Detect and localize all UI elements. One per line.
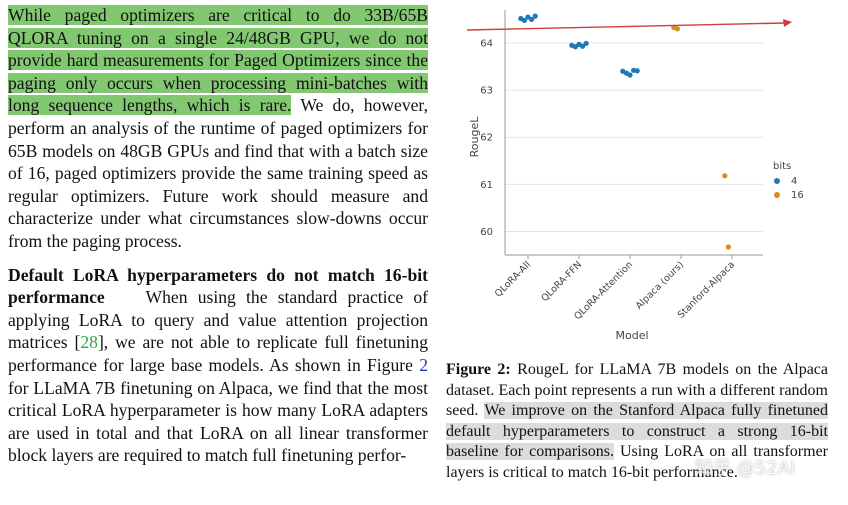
data-point-4bit: [580, 43, 586, 49]
legend-title: bits: [773, 161, 791, 172]
grid-lines: [505, 42, 763, 232]
legend-marker-4bit: [774, 178, 780, 184]
x-tick-labels: QLoRA-All QLoRA-FFNQLoRA-AttentionAlpaca …: [493, 255, 737, 322]
y-tick-labels: 60 61 62 63 64: [480, 38, 493, 237]
arrow-head-icon: [783, 19, 792, 27]
legend-label-16bit: 16: [791, 190, 804, 201]
figure-reference-link[interactable]: 2: [419, 354, 428, 375]
x-tick-label: Alpaca (ours): [634, 259, 686, 311]
chart-legend: bits 4 16: [773, 161, 804, 201]
figure-caption: Figure 2: RougeL for LLaMA 7B models on …: [446, 360, 829, 483]
data-points: [518, 13, 731, 250]
y-axis-label: RougeL: [468, 116, 481, 158]
data-point-4bit: [627, 72, 633, 78]
y-tick-label: 63: [480, 86, 493, 97]
data-point-4bit: [583, 40, 589, 47]
x-tick-label: QLoRA-All: [493, 259, 533, 299]
paragraph-paged-optimizers: While paged optimizers are critical to d…: [8, 4, 428, 253]
legend-marker-16bit: [774, 192, 780, 198]
x-tick-label: Stanford-Alpaca: [676, 259, 737, 320]
paragraph-lora-hyperparameters: Default LoRA hyperparameters do not matc…: [8, 264, 428, 467]
y-tick-label: 60: [480, 227, 493, 238]
figure-2-chart: 60 61 62 63 64 QLoRA-All QLoRA-FFN QLoRA-Atten…: [445, 0, 845, 350]
data-point-4bit: [634, 68, 640, 74]
x-axis-label: Model: [615, 329, 648, 342]
left-column: While paged optimizers are critical to d…: [8, 4, 428, 467]
trend-arrow-line: [466, 22, 786, 31]
citation-link[interactable]: 28: [80, 332, 98, 353]
y-tick-label: 62: [480, 133, 493, 144]
data-point-16bit: [722, 173, 728, 179]
paragraph-text: We do, however, perform an analysis of t…: [8, 95, 428, 251]
y-tick-label: 64: [480, 38, 493, 49]
caption-label: Figure 2:: [446, 361, 511, 378]
rougel-scatter-plot: 60 61 62 63 64 QLoRA-All QLoRA-FFNQLoRA-Atten…: [466, 10, 804, 342]
legend-label-4bit: 4: [791, 176, 797, 187]
paragraph-text: for LLaMA 7B finetuning on Alpaca, we fi…: [8, 377, 428, 466]
data-point-16bit: [674, 26, 680, 32]
highlighted-text: While paged optimizers are critical to d…: [8, 5, 428, 116]
data-point-4bit: [532, 13, 538, 19]
data-point-4bit: [521, 17, 527, 23]
x-tick-label: QLoRA-FFN: [539, 259, 584, 304]
paragraph-text: When using the standard practice of appl…: [8, 287, 429, 353]
paragraph-text: ], we are not able to replicate full fin…: [8, 332, 428, 375]
caption-text-end: Using LoRA on all transformer layers is …: [446, 443, 829, 481]
section-heading: Default LoRA hyperparameters do not matc…: [8, 264, 428, 308]
caption-text: RougeL for LLaMA 7B models on the Alpaca…: [446, 361, 829, 419]
data-point-4bit: [529, 16, 535, 23]
data-point-16bit: [725, 244, 731, 250]
y-tick-label: 61: [480, 180, 493, 191]
